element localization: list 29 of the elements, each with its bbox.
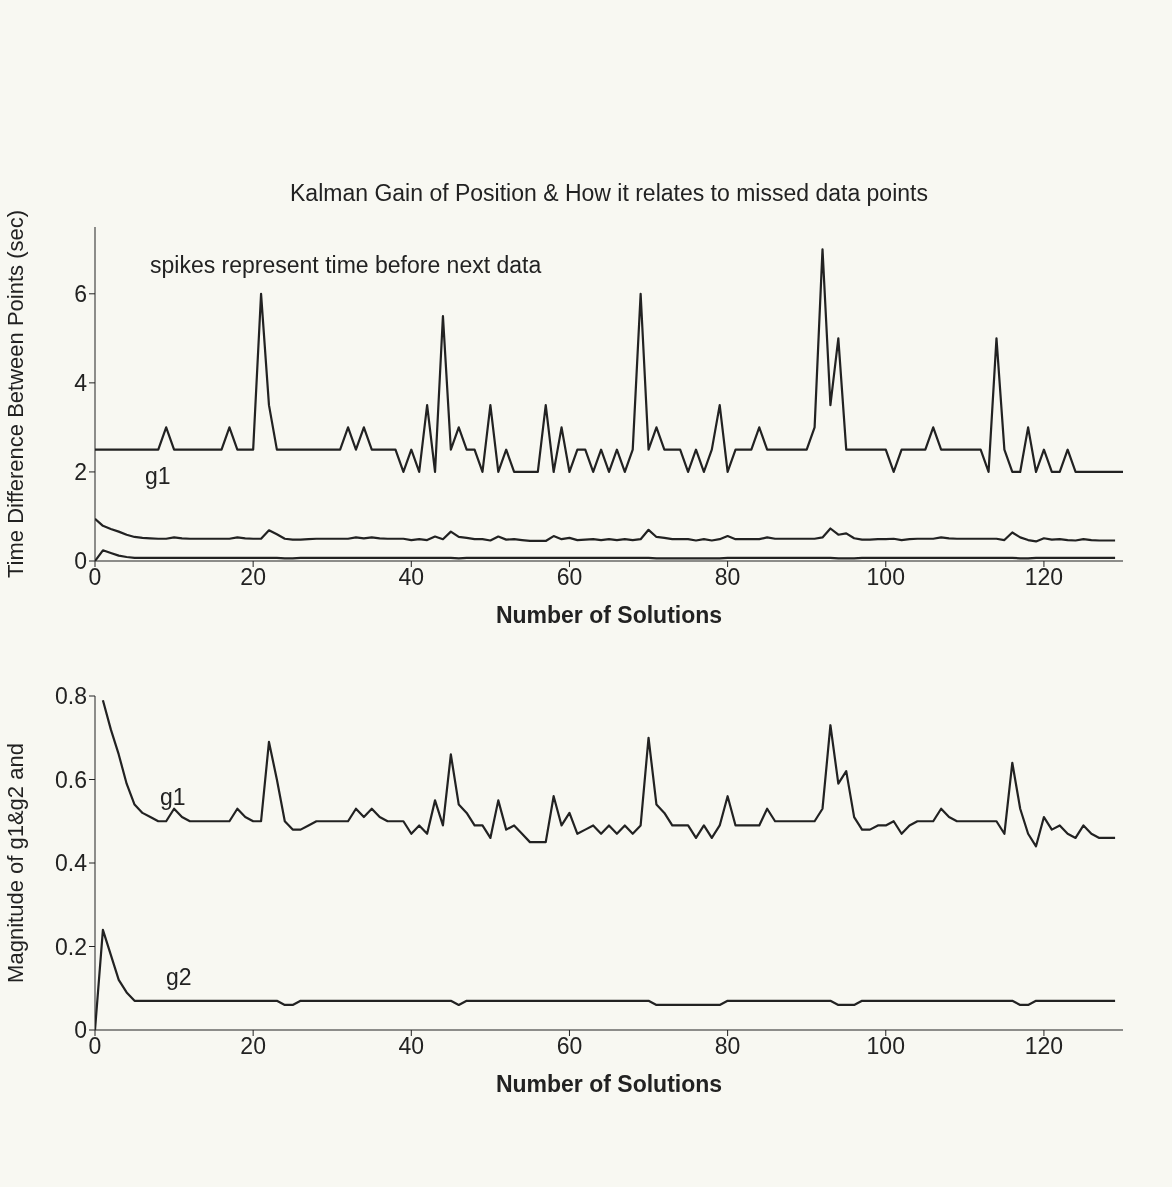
y-tick-label: 4 — [74, 370, 88, 397]
chart-title: Kalman Gain of Position & How it relates to missed data points — [289, 180, 929, 207]
y-tick-label: 0.6 — [55, 766, 87, 793]
annotation: g2 — [166, 964, 192, 991]
x-tick-label: 80 — [714, 1033, 741, 1060]
line-series — [101, 699, 1117, 848]
x-tick-label: 120 — [1024, 1033, 1064, 1060]
x-tick-label: 80 — [714, 564, 741, 591]
annotation: g1 — [145, 463, 171, 490]
x-tick-label: 20 — [240, 564, 266, 591]
y-tick-label: 0.2 — [55, 933, 87, 960]
y-axis-title: Magnitude of g1&g2 and — [2, 743, 28, 983]
annotation: g1 — [160, 784, 186, 811]
x-tick-label: 120 — [1024, 564, 1064, 591]
y-axis-title: Time Difference Between Points (sec) — [2, 209, 28, 579]
x-tick-label: 20 — [240, 1033, 266, 1060]
y-tick-label: 0.8 — [55, 683, 87, 710]
annotation: spikes represent time before next data — [150, 252, 542, 279]
x-tick-label: 60 — [556, 1033, 583, 1060]
x-tick-label: 40 — [398, 564, 425, 591]
x-tick-label: 100 — [866, 564, 905, 591]
x-axis-title: Number of Solutions — [495, 1071, 723, 1097]
x-tick-label: 100 — [866, 1033, 905, 1060]
x-tick-label: 60 — [556, 564, 583, 591]
y-tick-label: 6 — [74, 280, 87, 307]
x-axis-title: Number of Solutions — [495, 602, 723, 628]
y-tick-label: 0.4 — [55, 850, 88, 877]
y-tick-label: 2 — [74, 459, 87, 486]
x-tick-label: 40 — [398, 1033, 425, 1060]
